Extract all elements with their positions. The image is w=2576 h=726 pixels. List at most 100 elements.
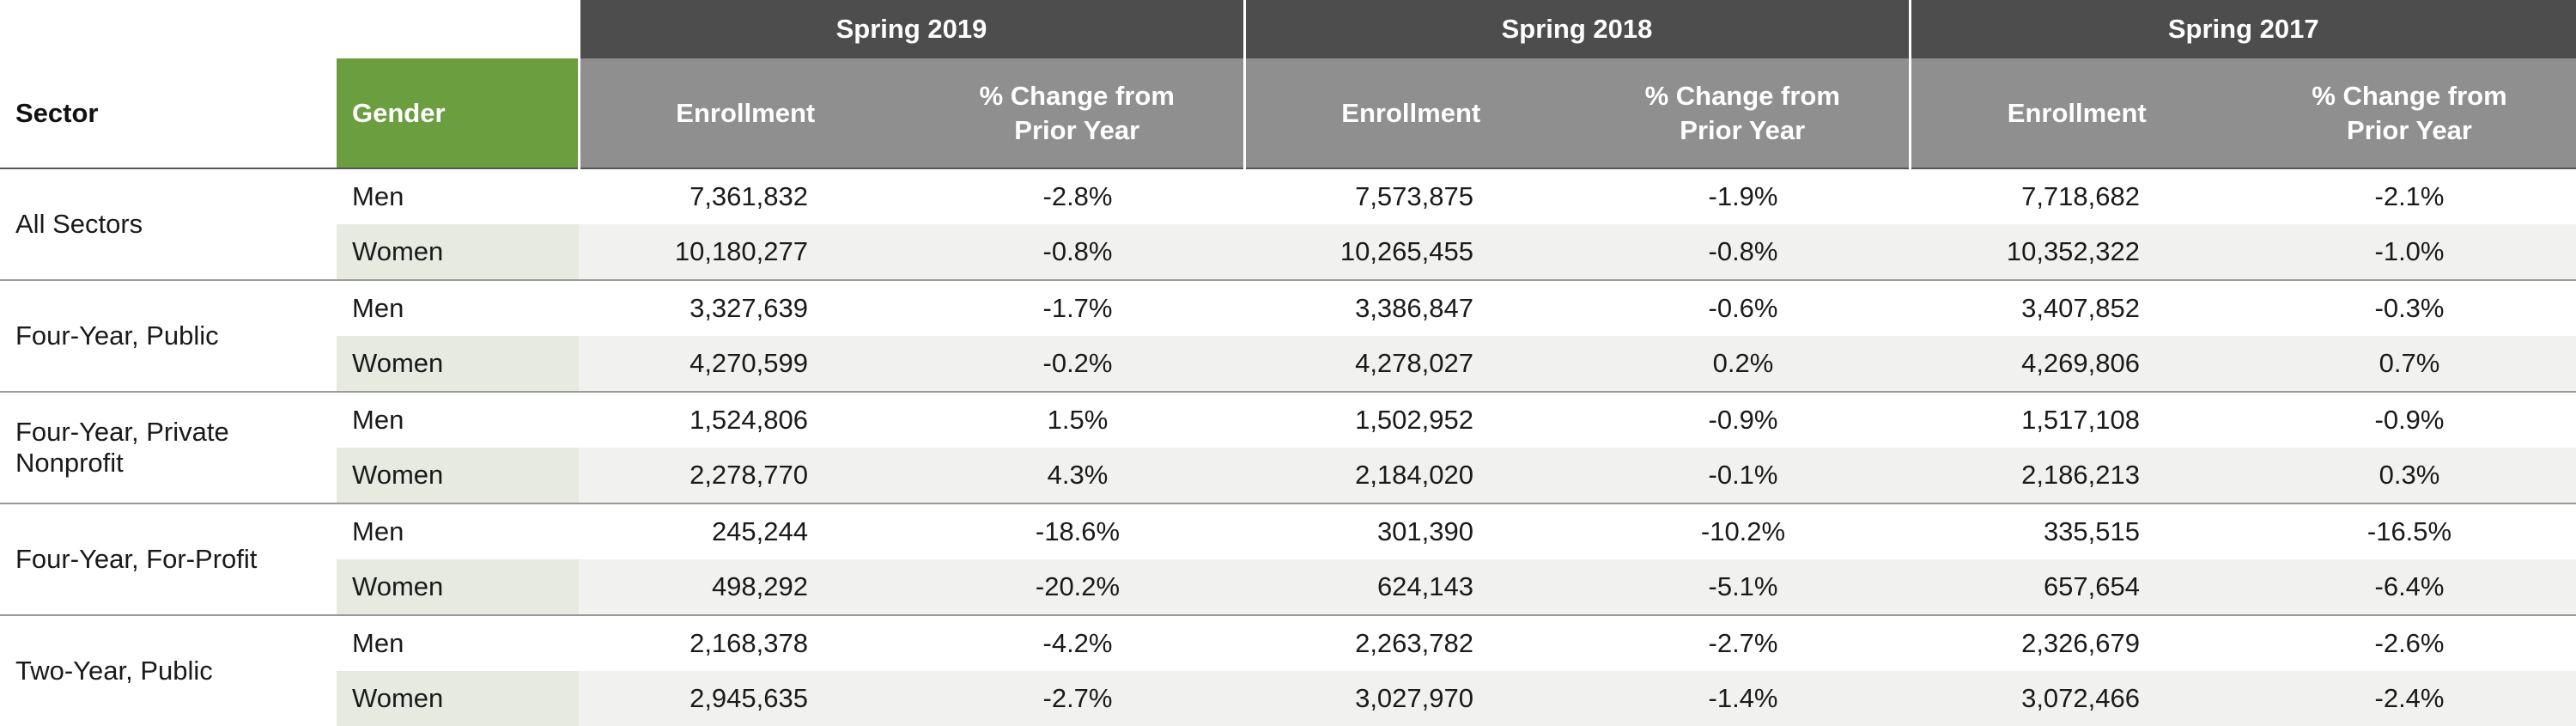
enrollment-cell: 498,292 <box>579 559 911 615</box>
enrollment-cell: 2,278,770 <box>579 448 911 503</box>
enrollment-cell: 2,186,213 <box>1910 448 2243 503</box>
enrollment-cell: 2,168,378 <box>579 614 911 671</box>
enrollment-cell: 245,244 <box>579 503 911 559</box>
gender-cell: Women <box>337 448 579 503</box>
enrollment-cell: 3,072,466 <box>1910 671 2243 726</box>
change-cell: -0.2% <box>911 336 1244 392</box>
change-cell: -0.9% <box>1577 391 1910 448</box>
column-header: Enrollment <box>577 58 911 168</box>
data-row: Four-Year, Private Nonprofit Men 1,524,806… <box>0 391 2576 503</box>
enrollment-cell: 3,386,847 <box>1244 279 1577 336</box>
column-header: % Change from Prior Year <box>1577 58 1910 168</box>
enrollment-cell: 1,517,108 <box>1910 391 2243 448</box>
change-cell: -0.9% <box>2243 391 2576 448</box>
enrollment-cell: 7,573,875 <box>1244 168 1577 224</box>
change-cell: -2.1% <box>2243 168 2576 224</box>
data-row: Four-Year, Public Men 3,327,639 -1.7% 3,386,… <box>0 279 2576 392</box>
change-cell: -2.6% <box>2243 614 2576 671</box>
change-cell: -0.8% <box>911 224 1244 280</box>
enrollment-cell: 301,390 <box>1244 503 1577 559</box>
enrollment-cell: 3,027,970 <box>1244 671 1577 726</box>
gender-cell: Men <box>337 279 579 336</box>
enrollment-cell: 2,263,782 <box>1244 614 1577 671</box>
enrollment-cell: 624,143 <box>1244 559 1577 615</box>
enrollment-cell: 10,180,277 <box>579 224 911 280</box>
column-header: % Change from Prior Year <box>2243 58 2576 168</box>
blank <box>0 0 579 58</box>
change-cell: -20.2% <box>911 559 1244 615</box>
change-cell: -0.8% <box>1577 224 1910 280</box>
change-cell: -16.5% <box>2243 503 2576 559</box>
table-body: All Sectors Men 7,361,832 -2.8% 7,573,875 -1.… <box>0 168 2576 726</box>
group-header-row: Spring 2019 Spring 2018 Spring 2017 <box>0 0 2576 58</box>
group-header: Spring 2018 <box>1242 0 1910 58</box>
enrollment-cell: 335,515 <box>1910 503 2243 559</box>
enrollment-cell: 4,269,806 <box>1910 336 2243 392</box>
gender-cell: Men <box>337 168 579 224</box>
change-cell: -5.1% <box>1577 559 1910 615</box>
enrollment-cell: 10,265,455 <box>1244 224 1577 280</box>
gender-cell: Men <box>337 503 579 559</box>
sector-cell: Four-Year, For-Profit <box>0 503 337 615</box>
sector-header: Sector <box>0 58 337 168</box>
change-cell: -0.1% <box>1577 448 1910 503</box>
gender-cell: Women <box>337 559 579 615</box>
change-cell: 0.3% <box>2243 448 2576 503</box>
sector-cell: Two-Year, Public <box>0 614 337 726</box>
enrollment-cell: 10,352,322 <box>1910 224 2243 280</box>
enrollment-cell: 3,327,639 <box>579 279 911 336</box>
enrollment-cell: 4,270,599 <box>579 336 911 392</box>
change-cell: -2.7% <box>1577 614 1910 671</box>
data-row: Two-Year, Public Men 2,168,378 -4.2% 2,263,7… <box>0 614 2576 726</box>
group-header: Spring 2019 <box>577 0 1244 58</box>
gender-cell: Women <box>337 224 579 280</box>
gender-cell: Women <box>337 336 579 392</box>
change-cell: -2.8% <box>911 168 1244 224</box>
change-cell: -1.9% <box>1577 168 1910 224</box>
change-cell: -0.6% <box>1577 279 1910 336</box>
gender-cell: Women <box>337 671 579 726</box>
change-cell: 0.7% <box>2243 336 2576 392</box>
enrollment-cell: 2,326,679 <box>1910 614 2243 671</box>
sector-cell: Four-Year, Private Nonprofit <box>0 391 337 503</box>
data-row: Women 498,292 -20.2% 624,143 -5.1% 657,654 -6.… <box>0 559 2576 615</box>
enrollment-cell: 657,654 <box>1910 559 2243 615</box>
column-header: Enrollment <box>1908 58 2243 168</box>
column-header: Enrollment <box>1242 58 1577 168</box>
change-cell: -1.7% <box>911 279 1244 336</box>
change-cell: -18.6% <box>911 503 1244 559</box>
change-cell: -4.2% <box>911 614 1244 671</box>
change-cell: 0.2% <box>1577 336 1910 392</box>
change-cell: -2.4% <box>2243 671 2576 726</box>
change-cell: -6.4% <box>2243 559 2576 615</box>
enrollment-cell: 2,184,020 <box>1244 448 1577 503</box>
gender-header: Gender <box>337 58 579 168</box>
data-row: Women 2,278,770 4.3% 2,184,020 -0.1% 2,186,21… <box>0 448 2576 503</box>
enrollment-cell: 7,718,682 <box>1910 168 2243 224</box>
change-cell: -10.2% <box>1577 503 1910 559</box>
change-cell: 4.3% <box>911 448 1244 503</box>
change-cell: -0.3% <box>2243 279 2576 336</box>
column-header-row: Sector Gender Enrollment% Change from Pr… <box>0 58 2576 168</box>
change-cell: -1.4% <box>1577 671 1910 726</box>
enrollment-cell: 3,407,852 <box>1910 279 2243 336</box>
change-cell: 1.5% <box>911 391 1244 448</box>
gender-cell: Men <box>337 614 579 671</box>
gender-cell: Men <box>337 391 579 448</box>
enrollment-cell: 7,361,832 <box>579 168 911 224</box>
data-row: Women 2,945,635 -2.7% 3,027,970 -1.4% 3,072,4… <box>0 671 2576 726</box>
group-header: Spring 2017 <box>1908 0 2576 58</box>
enrollment-cell: 1,502,952 <box>1244 391 1577 448</box>
enrollment-cell: 2,945,635 <box>579 671 911 726</box>
data-row: Women 10,180,277 -0.8% 10,265,455 -0.8% 10,35… <box>0 224 2576 280</box>
data-row: Four-Year, For-Profit Men 245,244 -18.6% 301… <box>0 503 2576 615</box>
enrollment-cell: 1,524,806 <box>579 391 911 448</box>
data-row: All Sectors Men 7,361,832 -2.8% 7,573,875 -1.… <box>0 168 2576 280</box>
change-cell: -2.7% <box>911 671 1244 726</box>
enrollment-cell: 4,278,027 <box>1244 336 1577 392</box>
column-header: % Change from Prior Year <box>911 58 1244 168</box>
sector-cell: All Sectors <box>0 168 337 280</box>
change-cell: -1.0% <box>2243 224 2576 280</box>
